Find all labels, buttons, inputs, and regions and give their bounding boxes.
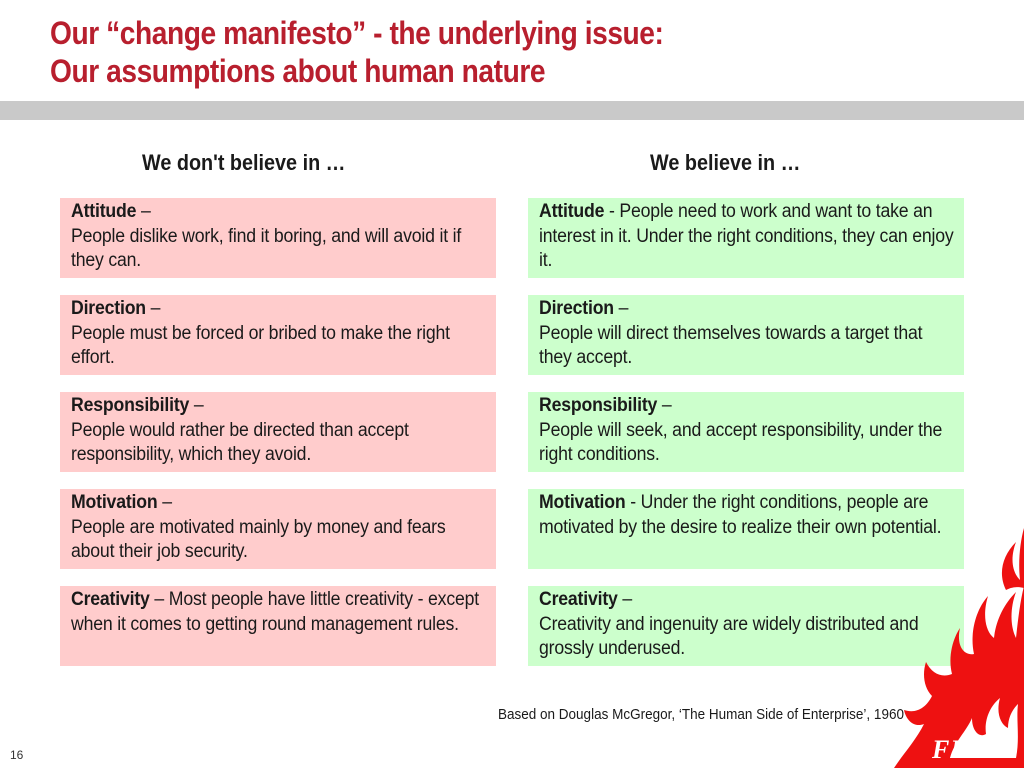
dont-believe-creativity-box: Creativity – Most people have little cre…	[60, 586, 496, 666]
believe-direction-box: Direction – People will direct themselves…	[528, 295, 964, 375]
left-column-heading: We don't believe in …	[142, 150, 346, 175]
box-text: People need to work and want to take an …	[539, 201, 954, 271]
box-term: Direction	[71, 298, 146, 319]
box-term: Creativity	[71, 589, 150, 610]
believe-creativity-box: Creativity – Creativity and ingenuity are…	[528, 586, 964, 666]
box-term: Attitude	[71, 201, 137, 222]
fire-logo-text: FIRE	[932, 735, 999, 764]
box-separator: –	[617, 589, 633, 610]
dont-believe-motivation-box: Motivation – People are motivated mainly …	[60, 489, 496, 569]
box-term: Motivation	[539, 492, 626, 513]
box-separator: –	[136, 201, 151, 222]
box-separator: –	[145, 298, 161, 319]
title-line-1: Our “change manifesto” - the underlying …	[50, 15, 664, 51]
box-term: Attitude	[539, 201, 605, 222]
dont-believe-responsibility-box: Responsibility – People would rather be d…	[60, 392, 496, 472]
dont-believe-direction-box: Direction – People must be forced or brib…	[60, 295, 496, 375]
box-term: Responsibility	[71, 395, 190, 416]
believe-attitude-box: Attitude - People need to work and want …	[528, 198, 964, 278]
flame-icon	[894, 528, 1024, 768]
box-separator: –	[157, 492, 172, 513]
box-term: Direction	[539, 298, 614, 319]
box-separator: -	[625, 492, 641, 513]
box-text: People will direct themselves towards a …	[539, 322, 923, 369]
box-term: Creativity	[539, 589, 618, 610]
box-separator: –	[613, 298, 629, 319]
box-text: People are motivated mainly by money and…	[71, 516, 446, 563]
dont-believe-attitude-box: Attitude – People dislike work, find it b…	[60, 198, 496, 278]
box-separator: –	[189, 395, 204, 416]
box-text: People dislike work, find it boring, and…	[71, 225, 462, 272]
right-column-heading: We believe in …	[650, 150, 801, 175]
title-line-2: Our assumptions about human nature	[50, 53, 546, 89]
box-term: Responsibility	[539, 395, 658, 416]
box-text: People will seek, and accept responsibil…	[539, 419, 943, 466]
box-text: Most people have little creativity - exc…	[71, 589, 479, 635]
box-separator: –	[149, 589, 169, 610]
box-text: Creativity and ingenuity are widely dist…	[539, 613, 919, 660]
box-text: Under the right conditions, people are m…	[539, 492, 942, 538]
page-number: 16	[10, 748, 24, 762]
box-term: Motivation	[71, 492, 158, 513]
box-separator: –	[657, 395, 672, 416]
box-text: People must be forced or bribed to make …	[71, 322, 450, 369]
believe-responsibility-box: Responsibility – People will seek, and ac…	[528, 392, 964, 472]
box-text: People would rather be directed than acc…	[71, 419, 409, 466]
title-divider-bar	[0, 101, 1024, 120]
slide-title: Our “change manifesto” - the underlying …	[50, 14, 664, 90]
box-separator: -	[604, 201, 620, 222]
source-footnote: Based on Douglas McGregor, ‘The Human Si…	[498, 706, 904, 723]
believe-motivation-box: Motivation - Under the right conditions,…	[528, 489, 964, 569]
